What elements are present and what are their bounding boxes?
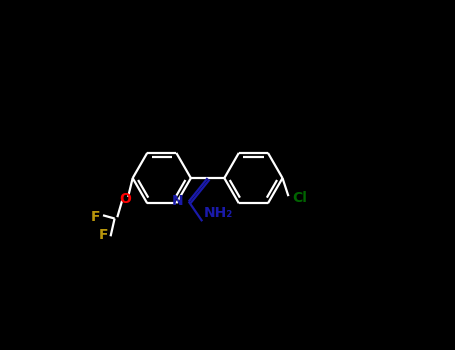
Text: F: F <box>98 228 108 242</box>
Text: O: O <box>119 192 131 206</box>
Text: N: N <box>172 194 184 208</box>
Text: NH₂: NH₂ <box>203 206 233 220</box>
Text: F: F <box>90 210 100 224</box>
Text: Cl: Cl <box>293 191 307 205</box>
